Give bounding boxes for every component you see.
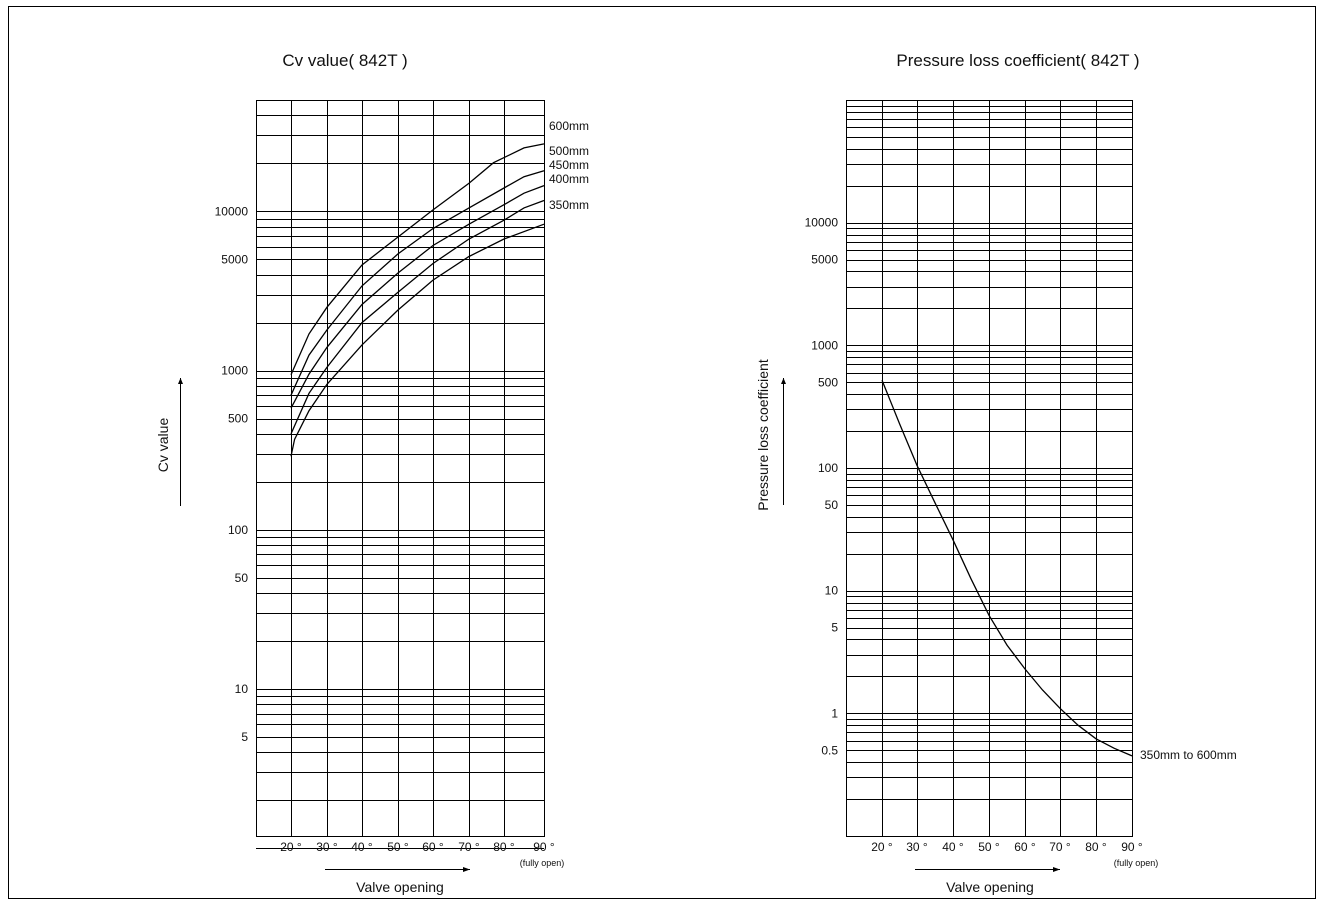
x-tick-label: 40 ° bbox=[942, 840, 964, 854]
y-tick-label: 50 bbox=[235, 571, 249, 585]
x-tick-label: 70 ° bbox=[458, 840, 480, 854]
series-line-600mm bbox=[290, 143, 545, 376]
y-tick-label: 1000 bbox=[811, 338, 838, 352]
series-line-400mm bbox=[290, 199, 545, 435]
plot-border bbox=[256, 100, 545, 837]
series-label: 400mm bbox=[549, 172, 589, 186]
series-label: 500mm bbox=[549, 144, 589, 158]
series-line-350mm-to-600mm bbox=[881, 379, 1133, 757]
series-line-450mm bbox=[290, 184, 545, 409]
x-tick-label: 70 ° bbox=[1049, 840, 1071, 854]
y-tick-label: 5 bbox=[831, 621, 838, 635]
x-tick-label: 30 ° bbox=[316, 840, 338, 854]
x-tick-label: 40 ° bbox=[351, 840, 373, 854]
x-tick-label: 80 ° bbox=[493, 840, 515, 854]
y-tick-label: 500 bbox=[228, 412, 248, 426]
series-label: 450mm bbox=[549, 158, 589, 172]
x-tick-label: 20 ° bbox=[280, 840, 302, 854]
y-tick-label: 10000 bbox=[805, 216, 839, 230]
series-line-500mm bbox=[290, 170, 545, 396]
x-tick-label: 50 ° bbox=[978, 840, 1000, 854]
x-axis-arrowhead bbox=[1053, 867, 1060, 872]
y-tick-label: 0.5 bbox=[821, 743, 838, 757]
cv-chart: 10000 5000 1000 500 100 50 10 5 20 ° 30 ° 40 ° 50 °… bbox=[155, 51, 589, 895]
y-tick-label: 5 bbox=[241, 730, 248, 744]
x-axis-label: Valve opening bbox=[356, 879, 444, 895]
y-tick-label: 10 bbox=[235, 682, 249, 696]
series-line-350mm bbox=[290, 223, 545, 457]
y-tick-label: 5000 bbox=[811, 253, 838, 267]
x-tick-label: 90 ° bbox=[533, 840, 555, 854]
x-tick-label: 90 ° bbox=[1121, 840, 1143, 854]
chart-title: Pressure loss coefficient( 842T ) bbox=[896, 51, 1139, 70]
x-tick-label: 60 ° bbox=[422, 840, 444, 854]
y-tick-label: 10000 bbox=[215, 204, 249, 218]
x-tick-label: 80 ° bbox=[1085, 840, 1107, 854]
x-note-label: (fully open) bbox=[1114, 858, 1159, 868]
plot-border bbox=[846, 100, 1133, 837]
series-label: 350mm bbox=[549, 198, 589, 212]
y-axis-label: Cv value bbox=[155, 418, 171, 473]
chart-title: Cv value( 842T ) bbox=[282, 51, 407, 70]
y-tick-label: 10 bbox=[825, 584, 839, 598]
x-tick-label: 50 ° bbox=[387, 840, 409, 854]
x-note-label: (fully open) bbox=[520, 858, 565, 868]
y-tick-label: 5000 bbox=[221, 252, 248, 266]
x-axis-label: Valve opening bbox=[946, 879, 1034, 895]
pressure-loss-chart: 10000 5000 1000 500 100 50 10 5 1 0.5 20 ° 30 ° 40 °… bbox=[755, 51, 1237, 895]
y-tick-label: 1000 bbox=[221, 364, 248, 378]
y-tick-label: 500 bbox=[818, 375, 838, 389]
y-axis-arrowhead bbox=[178, 378, 183, 384]
x-tick-label: 60 ° bbox=[1014, 840, 1036, 854]
series-label: 350mm to 600mm bbox=[1140, 748, 1237, 762]
y-tick-label: 50 bbox=[825, 498, 839, 512]
y-axis-arrowhead bbox=[781, 378, 786, 384]
series-label: 600mm bbox=[549, 119, 589, 133]
y-tick-label: 1 bbox=[831, 706, 838, 720]
y-tick-label: 100 bbox=[228, 523, 248, 537]
y-tick-label: 100 bbox=[818, 461, 838, 475]
x-tick-label: 30 ° bbox=[906, 840, 928, 854]
y-axis-label: Pressure loss coefficient bbox=[755, 359, 771, 511]
x-axis-arrowhead bbox=[463, 867, 470, 872]
x-tick-label: 20 ° bbox=[871, 840, 893, 854]
